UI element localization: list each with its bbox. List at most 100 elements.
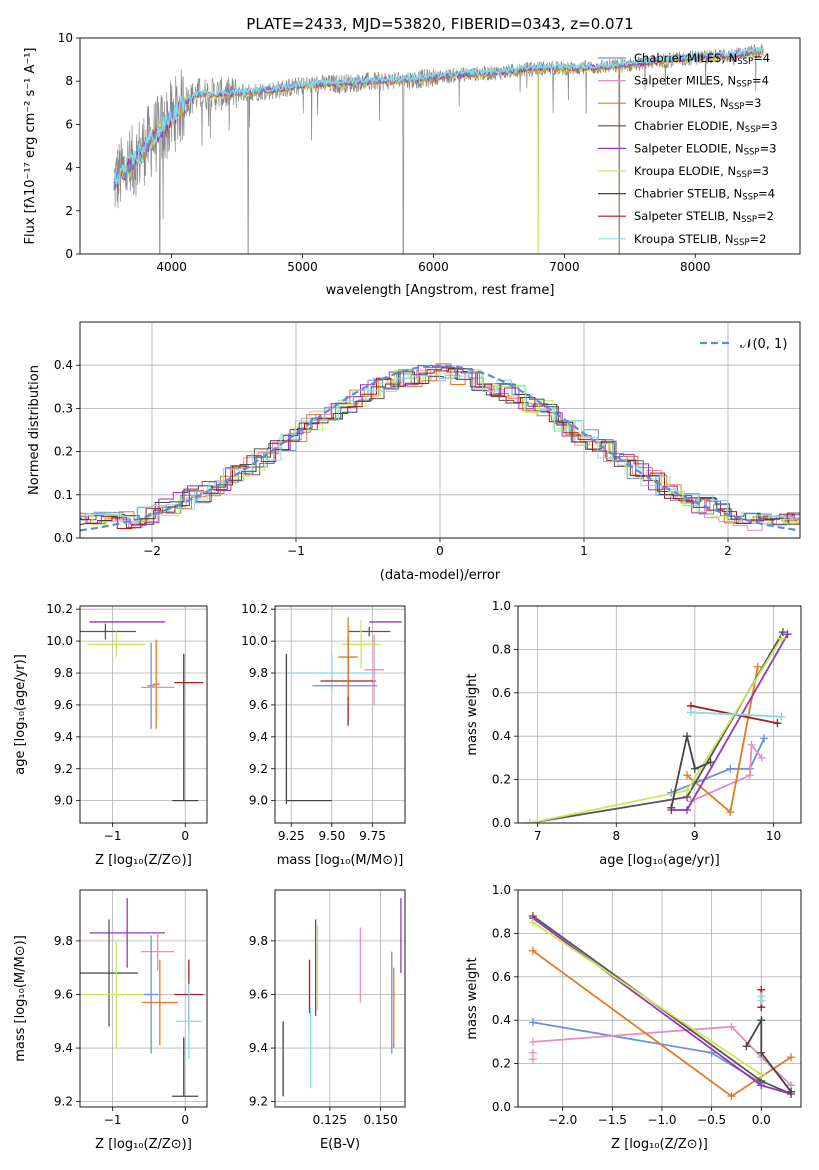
y-tick-label: 0.1 (54, 488, 73, 502)
y-tick-label: 9.2 (249, 762, 268, 776)
panel-spectrum: 4000 5000 6000 7000 8000 0 2 4 6 8 10 wavelength [A… (23, 31, 801, 298)
y-axis-label: mass [log₁₀(M/M⊙)] (13, 935, 28, 1062)
y-tick-label: 0.4 (54, 358, 73, 372)
panel-mass-vs-z: −1 0 9.2 9.4 9.6 9.8 Z [log₁₀(Z/Z⊙)] mass [log₁… (13, 889, 208, 1152)
x-tick-label: 2 (724, 544, 732, 558)
panel-residuals: −2 −1 0 1 2 0.0 0.1 0.2 0.3 0.4 (data-model)/error… (27, 321, 801, 583)
series-line-salpeter_miles (690, 742, 763, 803)
y-tick-label: 10.0 (46, 634, 73, 648)
marker-point (742, 1042, 751, 1051)
y-tick-label: 1.0 (492, 883, 511, 897)
y-tick-label: 9.2 (54, 1095, 73, 1109)
marker-point (690, 764, 699, 773)
series-line-kroupa_elodie (529, 638, 783, 823)
marker-point (757, 1081, 766, 1090)
legend-entry-label: Kroupa MILES, NSSP=3 (634, 96, 761, 112)
histogram-kroupa_elodie (80, 369, 800, 530)
series-line-chabrier_miles (670, 738, 765, 794)
axes-frame (274, 889, 406, 1108)
marker-point (777, 712, 786, 721)
y-tick-label: 0.4 (492, 1013, 511, 1027)
marker-point (747, 740, 756, 749)
normal-curve-line (80, 364, 798, 532)
x-tick-label: 0 (181, 1113, 189, 1127)
marker-point (706, 758, 715, 767)
marker-point (783, 630, 792, 639)
x-tick-label: 9.25 (278, 829, 305, 843)
marker-point (745, 771, 754, 780)
x-tick-label: 0.0 (752, 1113, 771, 1127)
x-tick-label: −2 (143, 544, 161, 558)
y-tick-label: 4 (65, 161, 73, 175)
panel-age-vs-z: −1 0 9.0 9.2 9.4 9.6 9.8 10.0 10.2 Z [log₁₀(Z/Z⊙)… (13, 602, 208, 868)
y-tick-label: 9.8 (54, 934, 73, 948)
y-tick-label: 9.4 (54, 1041, 73, 1055)
histogram-chabrier_elodie (80, 367, 800, 526)
y-axis-label: mass weight (465, 673, 480, 755)
axes-frame (79, 321, 801, 539)
y-tick-label: 9.0 (249, 794, 268, 808)
marker-point (757, 1070, 766, 1079)
series-line-chabrier_stelib (670, 735, 711, 808)
x-tick-label: 9.50 (319, 829, 346, 843)
marker-point (727, 1092, 736, 1101)
axes-frame (517, 605, 802, 824)
x-tick-label: 9 (691, 829, 699, 843)
panel-weight-vs-age: 7 8 9 10 0.0 0.2 0.4 0.6 0.8 1.0 age [log₁₀(age/yr… (465, 599, 802, 868)
legend-entry-label: Kroupa STELIB, NSSP=2 (634, 232, 766, 248)
spectrum-legend: Chabrier MILES, NSSP=4 Salpeter MILES, NS… (598, 51, 778, 248)
x-tick-label: −1.0 (647, 1113, 676, 1127)
marker-point (757, 753, 766, 762)
y-tick-label: 0.8 (492, 926, 511, 940)
marker-point (773, 719, 782, 728)
marker-point (753, 662, 762, 671)
marker-point (683, 805, 692, 814)
x-tick-label: 5000 (287, 260, 318, 274)
marker-point (760, 734, 769, 743)
panel-mass-vs-ebv: 0.125 0.150 9.2 9.4 9.6 9.8 E(B-V) (249, 889, 406, 1152)
x-tick-label: −1.5 (598, 1113, 627, 1127)
y-tick-label: 1.0 (492, 599, 511, 613)
y-tick-label: 10 (58, 31, 73, 45)
y-tick-label: 0.0 (54, 531, 73, 545)
y-tick-label: 0.8 (492, 642, 511, 656)
marker-point (528, 1037, 537, 1046)
marker-point (727, 1022, 736, 1031)
x-axis-label: (data-model)/error (380, 568, 501, 583)
y-tick-label: 9.6 (54, 987, 73, 1001)
marker-point (757, 996, 766, 1005)
legend-entry-label: Chabrier STELIB, NSSP=4 (634, 187, 775, 203)
plot-area (528, 912, 796, 1101)
x-tick-label: 0.125 (313, 1113, 347, 1127)
y-tick-label: 9.6 (249, 698, 268, 712)
x-tick-label: 1 (580, 544, 588, 558)
y-tick-label: 0.0 (492, 816, 511, 830)
y-tick-label: 0.6 (492, 970, 511, 984)
y-tick-label: 0.4 (492, 729, 511, 743)
marker-point (683, 786, 692, 795)
marker-point (667, 803, 676, 812)
panel-age-vs-mass: 9.25 9.50 9.75 9.0 9.2 9.4 9.6 9.8 10.0 10.2 mass … (241, 602, 406, 868)
legend-entry-label: Salpeter STELIB, NSSP=2 (634, 209, 774, 225)
x-tick-label: 4000 (156, 260, 187, 274)
x-axis-label: E(B-V) (320, 1137, 360, 1152)
marker-point (726, 764, 735, 773)
legend-entry-label: Chabrier ELODIE, NSSP=3 (634, 119, 778, 135)
marker-point (787, 1087, 796, 1096)
x-tick-label: −0.5 (697, 1113, 726, 1127)
x-axis-label: mass [log₁₀(M/M⊙)] (277, 853, 404, 868)
legend-entry-label: Kroupa ELODIE, NSSP=3 (634, 164, 769, 180)
marker-point (525, 819, 534, 823)
marker-point (683, 732, 692, 741)
marker-point (528, 946, 537, 955)
panel-weight-vs-z: −2.0 −1.5 −1.0 −0.5 0.0 0.0 0.2 0.4 0.6 0.8 1.0 Z [… (465, 883, 802, 1152)
y-tick-label: 9.0 (54, 794, 73, 808)
plot-area (113, 43, 764, 254)
y-tick-label: 2 (65, 204, 73, 218)
marker-point (778, 628, 787, 637)
y-tick-label: 9.2 (249, 1095, 268, 1109)
x-tick-label: 10 (766, 829, 781, 843)
y-tick-label: 0.6 (492, 686, 511, 700)
axes-frame (517, 889, 802, 1108)
